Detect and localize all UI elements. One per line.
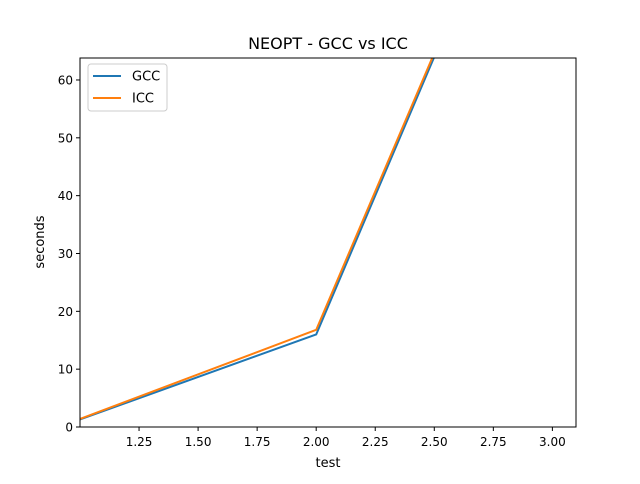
series-line-icc [80,58,434,420]
x-tick-label: 1.25 [126,435,153,449]
chart-title: NEOPT - GCC vs ICC [248,34,408,53]
series-layer [80,58,435,421]
x-tick-label: 2.25 [362,435,389,449]
y-tick-label: 60 [58,73,73,87]
y-tick-label: 50 [58,131,73,145]
y-tick-label: 0 [65,421,73,435]
y-tick-label: 10 [58,363,73,377]
x-tick-label: 1.50 [185,435,212,449]
y-tick-label: 40 [58,189,73,203]
x-axis: 1.25 1.50 1.75 2.00 2.25 2.50 2.75 3.00 [126,427,566,449]
x-axis-label: test [316,456,341,471]
x-tick-label: 2.50 [421,435,448,449]
legend-label-icc: ICC [132,92,154,107]
x-tick-label: 2.75 [480,435,507,449]
series-line-gcc [80,58,435,421]
y-axis-label: seconds [33,215,48,268]
legend: GCC ICC [87,63,168,112]
x-tick-label: 2.00 [303,435,330,449]
x-tick-label: 3.00 [539,435,566,449]
x-tick-label: 1.75 [244,435,271,449]
plot-frame [79,57,577,428]
legend-label-gcc: GCC [132,70,160,85]
y-tick-label: 30 [58,247,73,261]
y-axis: 0 10 20 30 40 50 60 [58,73,80,435]
y-tick-label: 20 [58,305,73,319]
